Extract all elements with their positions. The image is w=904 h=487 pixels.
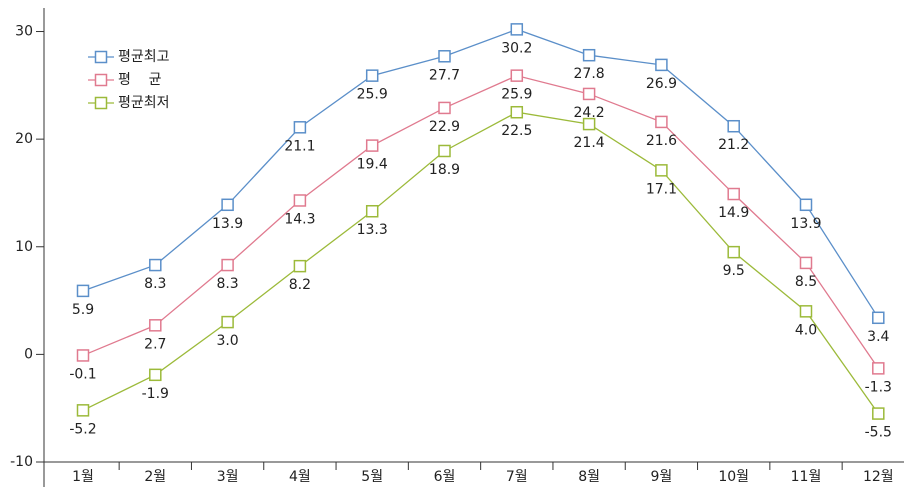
data-label: 13.9 [212,216,243,232]
y-tick-label: 0 [24,346,33,362]
point-marker [655,58,668,72]
data-label: 8.3 [144,276,166,292]
x-tick-label: 6월 [434,469,456,485]
data-label: 5.9 [72,302,94,318]
x-tick-label: 9월 [651,469,673,485]
point-marker [872,362,885,375]
point-marker [872,311,885,325]
x-tick-label: 10월 [718,469,749,485]
data-label: 27.8 [574,66,605,82]
point-marker [727,119,740,133]
series-line [82,74,879,369]
point-marker [799,256,813,270]
point-marker [582,48,596,62]
point-marker [510,23,524,36]
legend-marker [94,73,108,87]
point-marker [438,144,451,158]
data-label: -0.1 [69,366,96,382]
point-marker [221,258,234,272]
data-label: 21.1 [284,138,315,154]
data-label: 21.4 [574,135,605,151]
point-marker [438,50,451,63]
point-marker [221,198,234,212]
point-marker [727,245,740,259]
y-tick-label: 30 [15,24,33,40]
data-label: 14.3 [284,211,315,227]
point-marker [510,105,524,119]
point-marker [582,117,596,131]
data-label: 30.2 [501,40,532,56]
data-label: 13.3 [357,222,388,238]
y-tick-label: 10 [15,239,33,255]
data-label: 22.5 [501,123,532,139]
data-label: 25.9 [357,87,388,103]
data-label: 18.9 [429,162,460,178]
y-tick-label: 20 [15,131,33,147]
point-marker [76,349,90,362]
point-marker [149,258,162,272]
point-marker [293,194,307,207]
legend-label: 평균최고 [118,49,170,65]
data-label: 8.2 [289,277,311,293]
data-label: -5.5 [865,425,892,441]
data-label: 26.9 [646,76,677,92]
point-marker [365,69,379,82]
point-marker [149,368,162,382]
data-label: 27.7 [429,67,460,83]
x-tick-label: 3월 [217,469,239,485]
data-label: 2.7 [144,336,166,352]
x-tick-label: 8월 [578,469,600,485]
point-marker [655,115,668,129]
point-marker [438,101,451,115]
point-marker [799,305,813,318]
data-label: -5.2 [69,421,96,437]
point-marker [76,404,90,417]
legend-label: 평 균 [118,72,162,88]
point-marker [76,284,90,298]
data-label: 13.9 [790,216,821,232]
point-marker [293,121,307,134]
data-label: 9.5 [723,263,745,279]
point-marker [872,407,885,420]
x-tick-label: 5월 [361,469,383,485]
x-tick-label: 4월 [289,469,311,485]
legend-label: 평균최저 [118,95,170,111]
series-line [82,111,879,414]
point-marker [365,139,379,152]
data-label: 21.6 [646,133,677,149]
data-label: 4.0 [795,322,817,338]
point-marker [727,187,740,201]
x-tick-label: 1월 [72,469,94,485]
data-label: -1.3 [865,379,892,395]
data-label: 22.9 [429,119,460,135]
x-tick-label: 7월 [506,469,528,485]
legend-marker [94,96,108,110]
x-tick-label: 12월 [863,469,894,485]
y-tick-label: -10 [10,454,33,470]
x-tick-label: 2월 [144,469,166,485]
point-marker [149,319,162,332]
data-label: 17.1 [646,181,677,197]
point-marker [365,204,379,218]
point-marker [510,69,524,82]
data-label: -1.9 [142,386,169,402]
point-marker [293,259,307,273]
data-label: 3.4 [867,329,889,345]
point-marker [799,198,813,212]
data-label: 14.9 [718,205,749,221]
point-marker [221,315,234,329]
data-label: 21.2 [718,137,749,153]
legend-marker [94,50,108,64]
data-label: 25.9 [501,87,532,103]
data-label: 8.5 [795,274,817,290]
data-label: 24.2 [574,105,605,121]
series-line [82,28,879,319]
point-marker [655,164,668,177]
x-tick-label: 11월 [791,469,822,485]
data-label: 8.3 [216,276,238,292]
data-label: 19.4 [357,157,388,173]
point-marker [582,87,596,101]
data-label: 3.0 [216,333,238,349]
